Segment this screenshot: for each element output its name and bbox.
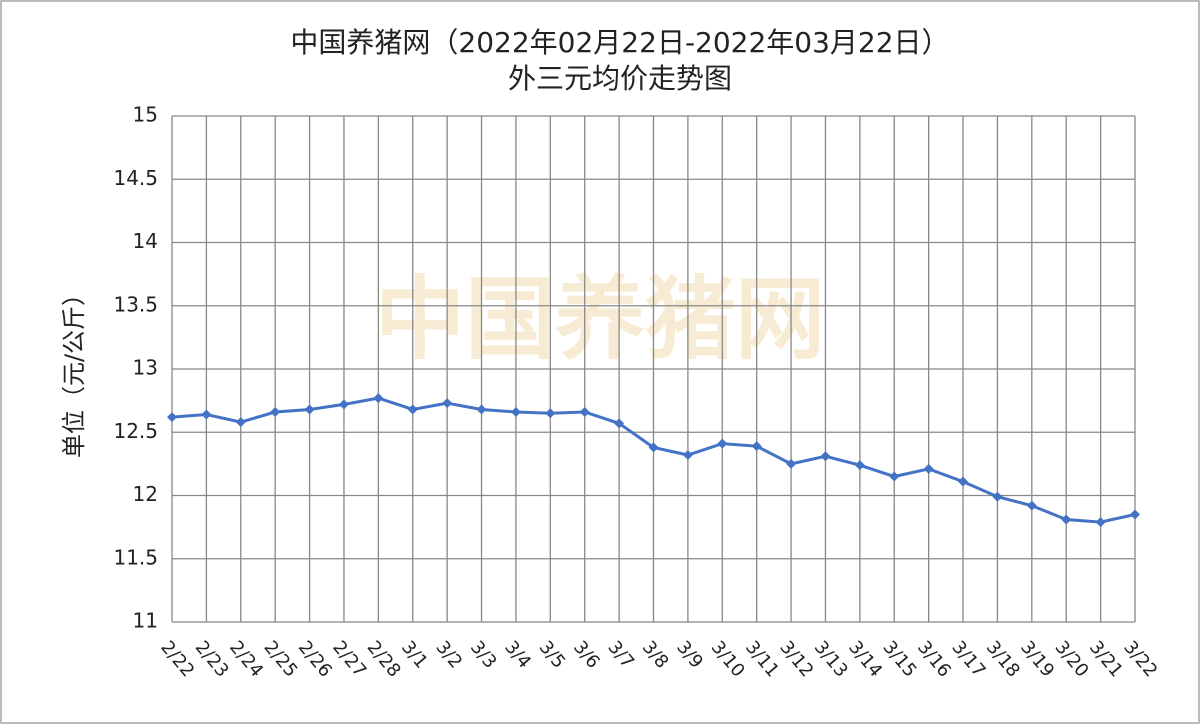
marker [682,450,693,461]
marker [1061,514,1072,525]
marker [717,438,728,449]
marker [201,409,212,420]
y-tick-label: 11 [133,609,158,633]
marker [545,408,556,419]
marker [820,451,831,462]
marker [442,398,453,409]
marker [614,418,625,429]
watermark: 中国养猪网 [375,267,825,372]
y-tick-label: 11.5 [113,545,158,569]
marker [889,471,900,482]
marker [1095,517,1106,528]
marker [751,441,762,452]
marker [407,404,418,415]
chart-title: 中国养猪网（2022年02月22日-2022年03月22日） [290,26,949,59]
marker [923,463,934,474]
marker [786,458,797,469]
y-tick-label: 15 [133,103,158,127]
chart-subtitle: 外三元均价走势图 [508,62,732,95]
marker [167,412,177,423]
marker [510,407,521,418]
y-tick-label: 14 [133,229,158,253]
marker [992,491,1003,502]
y-tick-label: 13.5 [113,292,158,316]
marker [579,407,590,418]
marker [958,476,969,487]
marker [270,407,281,418]
marker [1130,509,1140,520]
marker [235,417,246,428]
marker [1026,500,1037,511]
marker [338,399,349,410]
y-tick-label: 14.5 [113,166,158,190]
marker [648,442,659,453]
marker [476,404,487,415]
marker [304,404,315,415]
y-tick-label: 12.5 [113,419,158,443]
y-tick-label: 13 [133,356,158,380]
marker [373,393,384,404]
y-axis-label: 单位（元/公斤） [60,282,88,458]
y-tick-label: 12 [133,482,158,506]
marker [854,460,865,471]
